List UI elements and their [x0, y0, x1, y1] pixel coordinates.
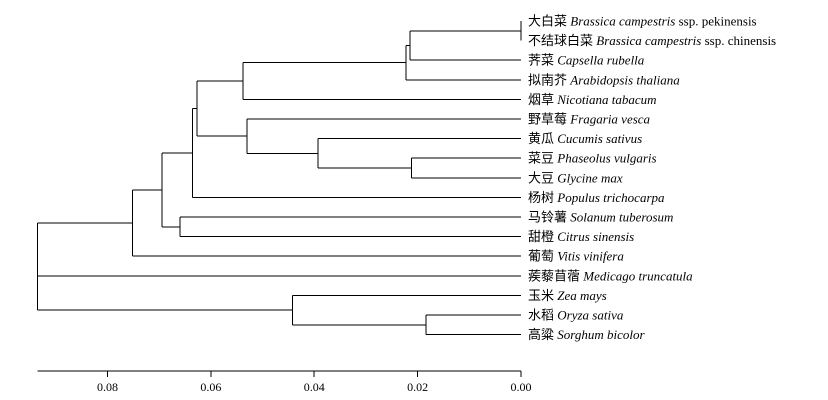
leaf-scientific-name: Brassica campestris: [596, 33, 701, 48]
leaf-chinese-name: 杨树: [528, 190, 557, 205]
leaf-label: 不结球白菜 Brassica campestris ssp. chinensis: [528, 33, 776, 48]
leaf-chinese-name: 拟南芥: [528, 72, 570, 87]
leaf-scientific-name: Solanum tuberosum: [570, 210, 673, 225]
leaf-scientific-name: Brassica campestris: [570, 14, 675, 29]
leaf-label: 大白菜 Brassica campestris ssp. pekinensis: [528, 14, 757, 29]
leaf-labels: 大白菜 Brassica campestris ssp. pekinensis 不…: [528, 14, 776, 343]
leaf-scientific-name: Nicotiana tabacum: [556, 92, 656, 107]
leaf-label: 杨树 Populus trichocarpa: [528, 190, 665, 205]
leaf-scientific-name: Cucumis sativus: [557, 131, 642, 146]
leaf-scientific-name: Fragaria vesca: [569, 112, 650, 127]
leaf-chinese-name: 大白菜: [528, 14, 570, 29]
leaf-chinese-name: 水稻: [528, 308, 557, 323]
leaf-label: 甜橙 Citrus sinensis: [528, 229, 634, 244]
leaf-label: 拟南芥 Arabidopsis thaliana: [528, 72, 680, 87]
leaf-scientific-name: Populus trichocarpa: [556, 190, 665, 205]
leaf-chinese-name: 烟草: [528, 92, 557, 107]
axis-ticks: 0.08 0.06 0.04 0.02 0.00: [97, 371, 532, 394]
leaf-chinese-name: 黄瓜: [528, 131, 557, 146]
leaf-scientific-name: Capsella rubella: [557, 53, 645, 68]
leaf-label: 马铃薯 Solanum tuberosum: [528, 210, 673, 225]
leaf-label: 菜豆 Phaseolus vulgaris: [528, 151, 657, 166]
leaf-scientific-name: Zea mays: [557, 288, 606, 303]
leaf-chinese-name: 不结球白菜: [528, 33, 596, 48]
axis-tick-label: 0.02: [407, 380, 428, 394]
leaf-scientific-name: Arabidopsis thaliana: [569, 72, 680, 87]
leaf-scientific-name: Glycine max: [557, 170, 623, 185]
leaf-chinese-name: 蒺藜苜蓿: [528, 268, 583, 283]
leaf-subspecies: ssp. chinensis: [701, 33, 776, 48]
leaf-label: 水稻 Oryza sativa: [528, 308, 624, 323]
leaf-scientific-name: Oryza sativa: [557, 308, 624, 323]
axis-tick-label: 0.06: [200, 380, 221, 394]
leaf-chinese-name: 野草莓: [528, 112, 570, 127]
leaf-scientific-name: Vitis vinifera: [557, 249, 624, 264]
leaf-scientific-name: Phaseolus vulgaris: [556, 151, 656, 166]
leaf-subspecies: ssp. pekinensis: [675, 14, 756, 29]
leaf-chinese-name: 甜橙: [528, 229, 557, 244]
leaf-chinese-name: 马铃薯: [528, 210, 570, 225]
leaf-label: 荠菜 Capsella rubella: [528, 53, 645, 68]
leaf-label: 葡萄 Vitis vinifera: [528, 249, 624, 264]
leaf-chinese-name: 大豆: [528, 170, 557, 185]
leaf-chinese-name: 荠菜: [528, 53, 557, 68]
leaf-label: 野草莓 Fragaria vesca: [528, 112, 651, 127]
leaf-label: 高粱 Sorghum bicolor: [528, 327, 645, 342]
leaf-label: 蒺藜苜蓿 Medicago truncatula: [528, 268, 693, 283]
distance-axis: 0.08 0.06 0.04 0.02 0.00: [37, 370, 532, 394]
leaf-chinese-name: 玉米: [528, 288, 557, 303]
leaf-scientific-name: Citrus sinensis: [557, 229, 634, 244]
leaf-chinese-name: 葡萄: [528, 249, 557, 264]
axis-tick-label: 0.08: [97, 380, 118, 394]
leaf-label: 黄瓜 Cucumis sativus: [528, 131, 642, 146]
axis-tick-label: 0.04: [304, 380, 325, 394]
leaf-label: 烟草 Nicotiana tabacum: [528, 92, 657, 107]
leaf-chinese-name: 高粱: [528, 327, 557, 342]
tree-branches: [37, 21, 522, 336]
leaf-label: 玉米 Zea mays: [528, 288, 607, 303]
leaf-scientific-name: Sorghum bicolor: [557, 327, 645, 342]
leaf-chinese-name: 菜豆: [528, 151, 557, 166]
leaf-label: 大豆 Glycine max: [528, 170, 623, 185]
axis-tick-label: 0.00: [511, 380, 532, 394]
leaf-scientific-name: Medicago truncatula: [582, 268, 693, 283]
